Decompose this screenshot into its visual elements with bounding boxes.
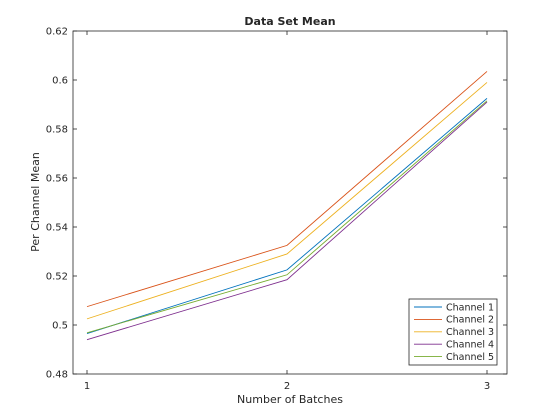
series-line-channel-5 [86,100,488,334]
y-tick-label: 0.56 [46,174,68,185]
legend-label: Channel 2 [446,315,494,326]
y-tick-label: 0.48 [46,370,68,381]
y-tick-label: 0.54 [46,223,68,234]
y-tick-label: 0.52 [46,272,68,283]
series-line-channel-2 [86,71,488,308]
x-tick-label: 1 [84,381,90,392]
series-line-channel-3 [86,82,488,320]
legend-label: Channel 5 [446,352,494,363]
y-axis-title: Per Channel Mean [29,152,42,252]
x-tick-label: 2 [284,381,290,392]
x-tick-label: 3 [484,381,490,392]
series-line-channel-1 [86,98,488,334]
y-tick-label: 0.62 [46,27,68,38]
legend-label: Channel 4 [446,340,494,351]
series-layer [86,71,488,341]
x-axis-title: Number of Batches [237,393,343,406]
tick-layer: 1 2 3 0.48 0.5 0.52 0.54 0.56 0.58 0.6 0.62 [46,27,507,392]
y-tick-label: 0.6 [52,76,68,87]
y-tick-label: 0.5 [52,321,68,332]
y-tick-label: 0.58 [46,125,68,136]
chart-title: Data Set Mean [244,15,335,28]
legend-label: Channel 1 [446,302,494,313]
series-line-channel-4 [86,101,488,341]
legend-label: Channel 3 [446,327,494,338]
